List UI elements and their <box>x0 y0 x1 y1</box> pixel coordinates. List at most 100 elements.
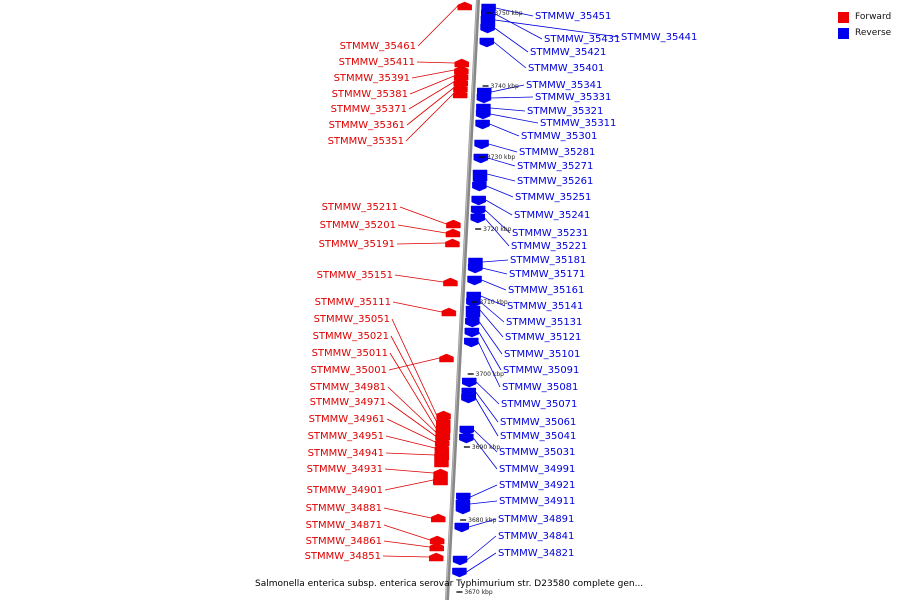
scale-tick-label: 3710 kbp <box>479 299 507 306</box>
legend-forward-label: Forward <box>855 12 892 22</box>
scale-tick-label: 3740 kbp <box>491 83 519 90</box>
connector-STMMW_35411 <box>416 61 455 64</box>
gene-label-STMMW_35031: STMMW_35031 <box>499 447 575 458</box>
gene-label-STMMW_35301: STMMW_35301 <box>521 131 597 142</box>
connector-STMMW_35341 <box>491 84 525 93</box>
gene-label-STMMW_34871: STMMW_34871 <box>306 520 382 531</box>
forward-gene-STMMW_34871 <box>429 535 445 545</box>
connector-STMMW_35181 <box>482 259 509 263</box>
forward-gene-STMMW_35351 <box>452 89 468 99</box>
connector-STMMW_35001 <box>388 357 440 371</box>
forward-gene-STMMW_35211 <box>446 219 461 229</box>
gene-label-STMMW_35101: STMMW_35101 <box>504 349 580 360</box>
gene-label-STMMW_35051: STMMW_35051 <box>314 314 390 325</box>
reverse-gene-STMMW_35271 <box>473 153 489 164</box>
forward-gene-STMMW_35201 <box>445 228 461 238</box>
reverse-gene-STMMW_35041 <box>461 393 476 404</box>
reverse-gene-STMMW_35301 <box>475 119 490 130</box>
connector-STMMW_34871 <box>383 524 431 541</box>
connector-STMMW_34951 <box>385 435 435 449</box>
reverse-gene-STMMW_35421 <box>480 23 495 34</box>
gene-label-STMMW_35211: STMMW_35211 <box>322 202 398 213</box>
connector-STMMW_35131 <box>480 301 505 323</box>
scale-tick-label: 3750 kbp <box>494 10 522 17</box>
connector-STMMW_35231 <box>484 209 511 234</box>
gene-label-STMMW_35351: STMMW_35351 <box>328 136 404 147</box>
scale-tick-label: 3700 kbp <box>476 371 504 378</box>
gene-label-STMMW_35281: STMMW_35281 <box>519 147 595 158</box>
gene-label-STMMW_34851: STMMW_34851 <box>305 551 381 562</box>
gene-label-STMMW_34861: STMMW_34861 <box>306 536 382 547</box>
gene-label-STMMW_35361: STMMW_35361 <box>329 120 405 131</box>
gene-label-STMMW_35151: STMMW_35151 <box>317 270 393 281</box>
connector-STMMW_35301 <box>489 123 520 137</box>
reverse-gene-STMMW_34841 <box>452 555 468 566</box>
gene-label-STMMW_35411: STMMW_35411 <box>339 57 415 68</box>
scale-tick-label: 3690 kbp <box>472 444 500 451</box>
connector-STMMW_35141 <box>480 295 506 307</box>
connector-STMMW_35051 <box>391 318 437 416</box>
legend-reverse-label: Reverse <box>855 28 892 38</box>
map-caption: Salmonella enterica subsp. enterica sero… <box>255 579 644 589</box>
reverse-gene-STMMW_35071 <box>462 377 477 388</box>
gene-label-STMMW_35431: STMMW_35431 <box>544 34 620 45</box>
forward-gene-STMMW_34881 <box>430 513 446 523</box>
reverse-gene-STMMW_35221 <box>470 213 485 224</box>
connector-STMMW_35401 <box>493 41 527 69</box>
gene-label-STMMW_35071: STMMW_35071 <box>501 399 577 410</box>
connector-STMMW_35391 <box>411 69 455 79</box>
gene-label-STMMW_34841: STMMW_34841 <box>498 531 574 542</box>
connector-STMMW_35091 <box>478 331 502 371</box>
connector-STMMW_35041 <box>475 397 499 437</box>
gene-label-STMMW_35181: STMMW_35181 <box>510 255 586 266</box>
gene-label-STMMW_35061: STMMW_35061 <box>500 417 576 428</box>
forward-gene-STMMW_35191 <box>445 238 460 248</box>
gene-label-STMMW_35011: STMMW_35011 <box>312 348 388 359</box>
reverse-gene-STMMW_35091 <box>464 327 480 338</box>
forward-gene-STMMW_35151 <box>443 277 458 287</box>
gene-label-STMMW_35451: STMMW_35451 <box>535 11 611 22</box>
forward-gene-STMMW_35411 <box>454 58 469 68</box>
scale-tick-label: 3720 kbp <box>483 226 511 233</box>
gene-label-STMMW_35141: STMMW_35141 <box>507 301 583 312</box>
forward-gene-STMMW_34941 <box>434 450 449 468</box>
connector-STMMW_35381 <box>409 75 455 95</box>
connector-STMMW_34911 <box>469 500 498 505</box>
gene-label-STMMW_34971: STMMW_34971 <box>310 397 386 408</box>
gene-label-STMMW_35421: STMMW_35421 <box>530 47 606 58</box>
gene-label-STMMW_34991: STMMW_34991 <box>499 464 575 475</box>
gene-label-STMMW_35191: STMMW_35191 <box>319 239 395 250</box>
legend: Forward Reverse <box>838 9 891 41</box>
gene-label-STMMW_35461: STMMW_35461 <box>340 41 416 52</box>
gene-label-STMMW_35261: STMMW_35261 <box>517 176 593 187</box>
gene-label-STMMW_34931: STMMW_34931 <box>307 464 383 475</box>
gene-label-STMMW_35381: STMMW_35381 <box>332 89 408 100</box>
reverse-gene-STMMW_35171 <box>467 263 483 274</box>
scale-tick-label: 3670 kbp <box>464 589 492 596</box>
gene-label-STMMW_34951: STMMW_34951 <box>308 431 384 442</box>
forward-gene-STMMW_35111 <box>441 307 457 317</box>
connector-STMMW_34821 <box>466 552 497 573</box>
reverse-gene-STMMW_35081 <box>464 337 479 348</box>
gene-label-STMMW_34891: STMMW_34891 <box>498 514 574 525</box>
gene-label-STMMW_35021: STMMW_35021 <box>313 331 389 342</box>
gene-label-STMMW_34901: STMMW_34901 <box>307 485 383 496</box>
forward-gene-STMMW_34851 <box>428 552 444 562</box>
gene-label-STMMW_35241: STMMW_35241 <box>514 210 590 221</box>
gene-label-STMMW_35311: STMMW_35311 <box>540 118 616 129</box>
gene-label-STMMW_35001: STMMW_35001 <box>311 365 387 376</box>
connector-STMMW_35151 <box>394 274 444 283</box>
connector-STMMW_34961 <box>386 418 436 443</box>
connector-STMMW_35321 <box>490 107 526 112</box>
connector-STMMW_35121 <box>479 309 504 338</box>
connector-STMMW_35201 <box>397 224 447 234</box>
reverse-gene-STMMW_35311 <box>475 109 491 120</box>
connector-STMMW_35361 <box>406 87 454 126</box>
gene-label-STMMW_35371: STMMW_35371 <box>331 104 407 115</box>
connector-STMMW_34861 <box>383 540 430 548</box>
connector-STMMW_35071 <box>475 381 500 405</box>
connector-STMMW_34921 <box>470 484 498 498</box>
gene-label-STMMW_35251: STMMW_35251 <box>515 192 591 203</box>
reverse-gene-STMMW_35101 <box>465 317 480 328</box>
gene-label-STMMW_35131: STMMW_35131 <box>506 317 582 328</box>
